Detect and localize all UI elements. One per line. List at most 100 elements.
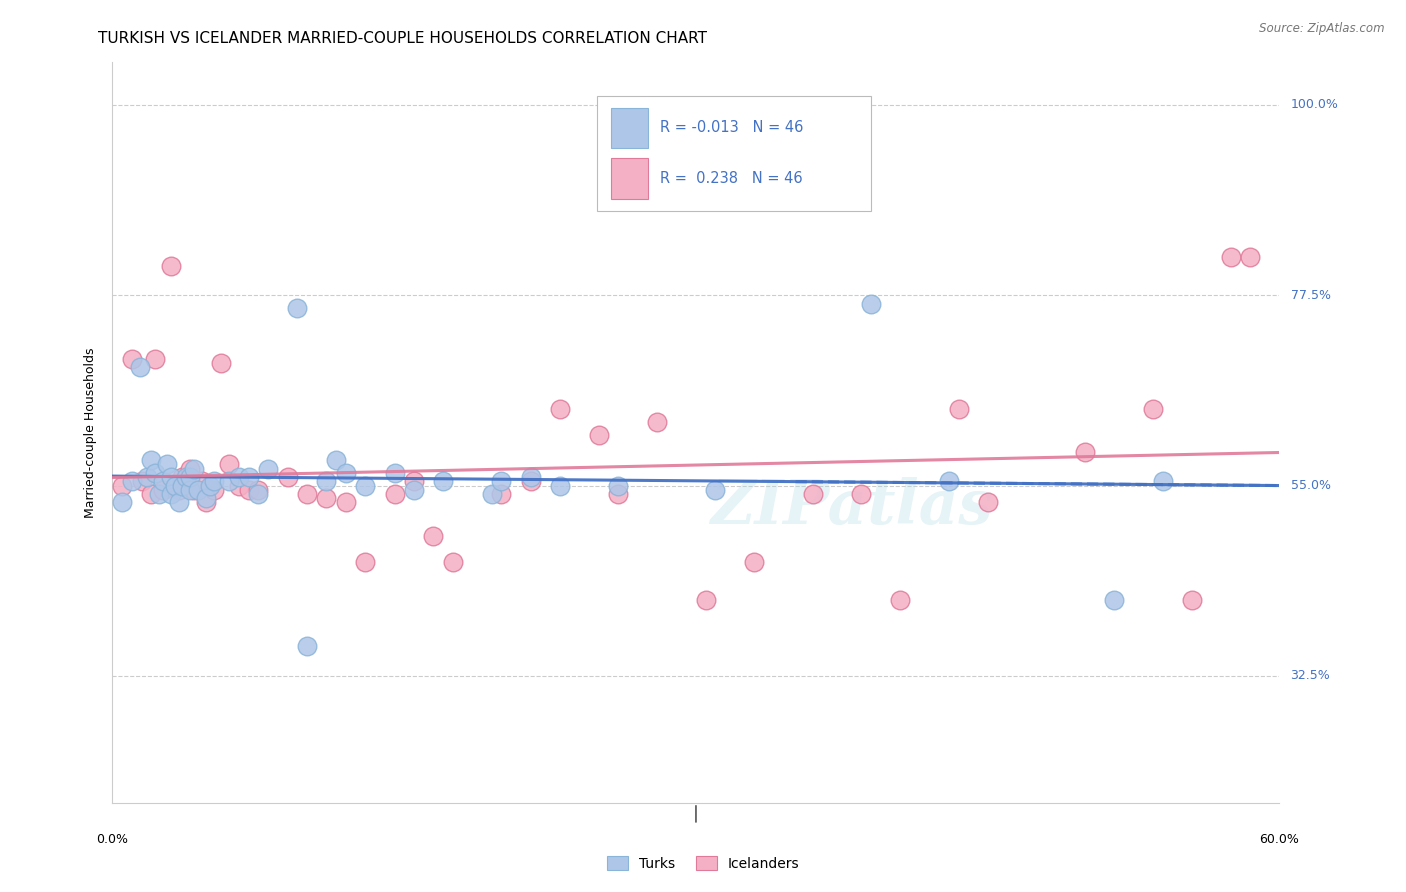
Point <box>143 351 166 366</box>
Point <box>1152 475 1174 489</box>
Y-axis label: Married-couple Households: Married-couple Households <box>83 347 97 518</box>
Point <box>121 475 143 489</box>
Point <box>141 487 163 501</box>
Point <box>179 483 201 497</box>
Text: 0.0%: 0.0% <box>97 833 128 847</box>
Point <box>247 487 270 501</box>
Point <box>976 495 998 509</box>
Point <box>744 555 766 569</box>
Point <box>548 402 571 417</box>
Text: 100.0%: 100.0% <box>1291 98 1339 112</box>
Point <box>152 483 174 497</box>
Point <box>335 466 357 480</box>
Point <box>202 483 225 497</box>
Point <box>238 483 260 497</box>
Point <box>860 296 883 310</box>
Point <box>228 470 250 484</box>
Point <box>491 487 513 501</box>
Point <box>402 475 425 489</box>
Point <box>422 529 444 543</box>
Point <box>111 495 134 509</box>
Point <box>607 478 630 492</box>
Legend: Turks, Icelanders: Turks, Icelanders <box>602 850 804 876</box>
Point <box>167 483 190 497</box>
Point <box>1102 592 1125 607</box>
Point <box>111 478 134 492</box>
Point <box>491 475 513 489</box>
Point <box>218 458 240 472</box>
Point <box>645 415 668 429</box>
Point <box>160 259 183 273</box>
Point <box>354 555 377 569</box>
Point <box>228 478 250 492</box>
Point <box>1239 250 1261 264</box>
Point <box>183 461 205 475</box>
Text: 60.0%: 60.0% <box>1260 833 1299 847</box>
Point <box>704 483 727 497</box>
Point <box>179 461 201 475</box>
Point <box>183 483 205 497</box>
Point <box>315 491 337 506</box>
Point <box>131 475 153 489</box>
Point <box>218 475 240 489</box>
Point <box>889 592 911 607</box>
Text: R = -0.013   N = 46: R = -0.013 N = 46 <box>659 120 803 136</box>
Point <box>172 478 194 492</box>
Point <box>160 470 183 484</box>
Text: 55.0%: 55.0% <box>1291 479 1330 492</box>
Text: Source: ZipAtlas.com: Source: ZipAtlas.com <box>1260 22 1385 36</box>
Point <box>198 478 221 492</box>
Point <box>187 483 209 497</box>
Point <box>325 453 347 467</box>
Point <box>938 475 960 489</box>
Point <box>194 491 217 506</box>
Bar <box>610 158 648 199</box>
Point <box>1074 444 1097 458</box>
Point <box>481 487 503 501</box>
Point <box>238 470 260 484</box>
Point <box>202 475 225 489</box>
Point <box>209 356 232 370</box>
Point <box>441 555 464 569</box>
Point <box>354 478 377 492</box>
Point <box>167 495 190 509</box>
Point <box>172 470 194 484</box>
Text: 32.5%: 32.5% <box>1291 669 1330 682</box>
Point <box>176 470 198 484</box>
Point <box>148 487 170 501</box>
Point <box>607 487 630 501</box>
Point <box>141 453 163 467</box>
Point <box>801 487 824 501</box>
Point <box>276 470 298 484</box>
Point <box>948 402 970 417</box>
Point <box>194 495 217 509</box>
Point <box>315 475 337 489</box>
Point <box>851 487 873 501</box>
Point <box>519 470 541 484</box>
Point <box>152 475 174 489</box>
Point <box>156 458 179 472</box>
Point <box>1219 250 1241 264</box>
Text: 77.5%: 77.5% <box>1291 289 1330 301</box>
Point <box>1181 592 1204 607</box>
Point <box>191 475 214 489</box>
Point <box>335 495 357 509</box>
Point <box>257 461 280 475</box>
Point <box>402 483 425 497</box>
Point <box>519 475 541 489</box>
Point <box>160 487 183 501</box>
Point <box>143 466 166 480</box>
Point <box>1142 402 1164 417</box>
Point <box>295 640 318 654</box>
Point <box>384 466 406 480</box>
Point <box>121 351 143 366</box>
Point <box>695 592 717 607</box>
Point <box>179 470 201 484</box>
Point <box>247 483 270 497</box>
Point <box>163 478 186 492</box>
Point <box>588 427 610 442</box>
Point <box>128 359 150 374</box>
Text: R =  0.238   N = 46: R = 0.238 N = 46 <box>659 171 803 186</box>
Bar <box>610 108 648 148</box>
Point <box>295 487 318 501</box>
